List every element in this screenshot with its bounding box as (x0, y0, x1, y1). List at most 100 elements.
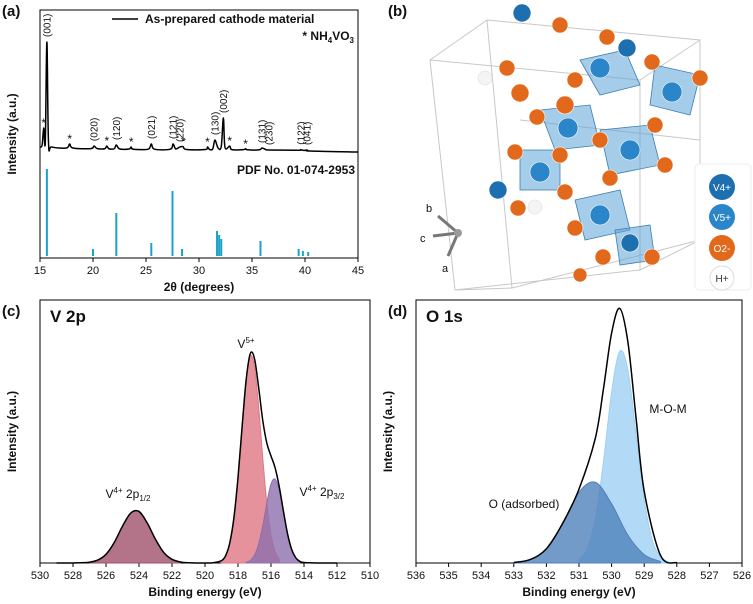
axes-glyph (432, 214, 462, 257)
x-tick-label: 40 (299, 265, 311, 277)
legend-label: O2- (714, 244, 731, 255)
atom (529, 161, 551, 183)
peak-annotation: V4+ 2p3/2 (300, 484, 346, 501)
panel-label: (a) (2, 3, 20, 20)
legend-label: H+ (715, 274, 728, 285)
impurity-peak-marker: * (104, 134, 109, 148)
peak-annotation: M-O-M (649, 402, 686, 416)
line (39, 41, 359, 153)
x-tick-label: 20 (87, 265, 99, 277)
chart-title: V 2p (50, 307, 86, 326)
atom (488, 180, 508, 200)
cell-edge (639, 39, 701, 81)
y-axis-label: Intensity (a.u.) (5, 93, 19, 174)
legend-label: V4+ (713, 183, 731, 194)
annotation-part: V (106, 487, 114, 501)
annotation-sup: 4+ (308, 484, 317, 493)
peak-annotation: O (adsorbed) (489, 497, 560, 511)
atoms (477, 3, 709, 283)
line (513, 307, 678, 564)
peak-label: (220) (175, 119, 186, 142)
axis-arrow (432, 231, 459, 238)
x-tick-label: 516 (262, 570, 280, 582)
x-tick-label: 528 (64, 570, 82, 582)
annotation-part: V (300, 485, 308, 499)
x-tick-label: 35 (246, 265, 258, 277)
impurity-part: VO (332, 29, 349, 43)
atom (643, 53, 661, 71)
impurity-peak-marker: * (181, 135, 186, 149)
x-axis-label: Binding energy (eV) (148, 585, 261, 599)
impurity-part: NH (310, 29, 327, 43)
x-tick-label: 535 (439, 570, 457, 582)
atom (510, 83, 530, 103)
x-tick-label: 15 (34, 265, 46, 277)
peak-label: (131) (258, 120, 269, 143)
x-tick-label: 30 (193, 265, 205, 277)
atom (506, 143, 524, 161)
legend-swatch (709, 204, 735, 230)
peak-label: (002) (219, 90, 230, 113)
annotation-part: 2p (317, 485, 334, 499)
legend-label: As-prepared cathode material (145, 12, 314, 26)
peak-label: (020) (90, 118, 101, 141)
impurity-peak-marker: * (41, 116, 46, 130)
atom (509, 199, 527, 217)
atom (589, 204, 611, 226)
x-tick-label: 522 (163, 570, 181, 582)
atom (557, 117, 579, 139)
atom (527, 199, 543, 215)
x-tick-label: 531 (570, 570, 588, 582)
atom (619, 139, 641, 161)
x-tick-label: 529 (635, 570, 653, 582)
atom (477, 70, 493, 86)
x-tick-label: 45 (352, 265, 364, 277)
annotation-part: 2p (123, 487, 140, 501)
impurity-peak-marker: * (227, 134, 232, 148)
annotation-sup: 4+ (114, 486, 123, 495)
atom (555, 95, 575, 115)
chart-title: O 1s (426, 307, 463, 326)
peak-label: (130) (210, 112, 221, 135)
panel-label: (d) (388, 303, 407, 320)
legend-swatch (709, 235, 735, 261)
atom (556, 183, 574, 201)
x-tick-label: 514 (295, 570, 313, 582)
axis-arrow (437, 214, 459, 235)
y-axis-label: Intensity (a.u.) (5, 391, 19, 472)
peak-annotation: V4+ 2p1/2 (106, 486, 152, 503)
impurity-marker: * (302, 29, 307, 43)
atom (594, 248, 612, 266)
peak-label: (230) (264, 122, 275, 145)
x-tick-label: 526 (97, 570, 115, 582)
peak-label: (122) (296, 121, 307, 144)
legend-label: V5+ (713, 213, 731, 224)
atom (512, 3, 532, 23)
impurity-peak-marker: * (205, 135, 210, 149)
x-axis-label: 2θ (degrees) (164, 280, 235, 294)
x-tick-label: 512 (328, 570, 346, 582)
axis-arrow (446, 232, 460, 257)
annotation-part: V (237, 337, 245, 351)
legend-swatch (709, 174, 735, 200)
atom (551, 146, 569, 164)
x-axis-label: Binding energy (eV) (522, 585, 635, 599)
impurity-part: 3 (350, 36, 355, 45)
reference-label: PDF No. 01-074-2953 (237, 163, 355, 177)
axis-origin (454, 229, 462, 237)
impurity-peak-marker: * (129, 135, 134, 149)
panel-label: (b) (388, 3, 407, 20)
atom (601, 169, 619, 187)
plot-frame (39, 299, 371, 564)
chart: 15 20 25 30 35 40 45 2θ (degrees) Intensity (a.u… (5, 9, 364, 294)
polyhedron (579, 49, 641, 96)
x-tick-label: 533 (505, 570, 523, 582)
line (56, 351, 338, 564)
x-tick-label: 25 (140, 265, 152, 277)
atom (598, 28, 616, 46)
peak-label: (021) (147, 116, 158, 139)
annotation-sub: 1/2 (139, 494, 151, 503)
legend-swatch (709, 265, 735, 291)
y-axis-label: Intensity (a.u.) (381, 391, 395, 472)
